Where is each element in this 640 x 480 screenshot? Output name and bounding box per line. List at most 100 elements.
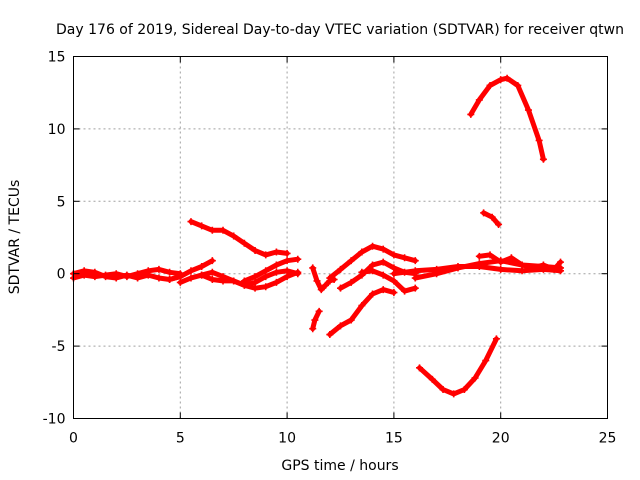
- data-point: [326, 274, 334, 282]
- data-point: [454, 264, 462, 272]
- data-point: [208, 257, 216, 265]
- data-point: [467, 110, 475, 118]
- y-tick-label: 15: [48, 50, 66, 66]
- data-point: [208, 275, 216, 283]
- data-point: [401, 254, 409, 262]
- data-point: [369, 267, 377, 275]
- series-rise-5: [166, 257, 216, 283]
- data-point: [535, 136, 543, 144]
- data-point: [416, 364, 424, 372]
- series-dip-13-16: [358, 267, 419, 295]
- data-point: [294, 255, 302, 263]
- data-point: [272, 261, 280, 269]
- data-point: [208, 226, 216, 234]
- data-point: [539, 155, 547, 163]
- data-point: [309, 264, 317, 272]
- series-seg-11-b: [309, 307, 323, 333]
- plot-frame: [73, 56, 608, 419]
- data-point: [390, 251, 398, 259]
- data-point: [315, 307, 323, 315]
- data-series: [70, 74, 565, 398]
- data-point: [524, 106, 532, 114]
- data-point: [475, 252, 483, 260]
- data-point: [176, 278, 184, 286]
- x-tick-label: 0: [69, 431, 78, 447]
- data-point: [347, 316, 355, 324]
- data-point: [497, 76, 505, 84]
- data-point: [539, 261, 547, 269]
- data-point: [557, 258, 565, 266]
- data-point: [240, 239, 248, 247]
- data-point: [166, 268, 174, 276]
- series-arc-6-10: [187, 218, 291, 259]
- y-tick-label: 0: [57, 267, 66, 283]
- data-point: [497, 265, 505, 273]
- data-point: [358, 268, 366, 276]
- data-point: [251, 284, 259, 292]
- data-point: [187, 218, 195, 226]
- data-point: [262, 267, 270, 275]
- data-point: [390, 270, 398, 278]
- data-point: [439, 386, 447, 394]
- data-point: [272, 268, 280, 276]
- data-point: [144, 271, 152, 279]
- data-point: [123, 271, 131, 279]
- data-point: [518, 261, 526, 269]
- data-point: [482, 357, 490, 365]
- data-point: [166, 275, 174, 283]
- x-axis-tick-labels: 0 5 10 15 20 25: [69, 431, 616, 447]
- series-arc-bottom: [416, 335, 500, 398]
- x-axis-label: GPS time / hours: [281, 458, 398, 474]
- data-point: [379, 271, 387, 279]
- data-point: [369, 290, 377, 298]
- data-point: [219, 277, 227, 285]
- x-tick-label: 20: [492, 431, 510, 447]
- x-tick-label: 15: [385, 431, 403, 447]
- data-point: [337, 265, 344, 273]
- data-point: [486, 251, 494, 259]
- data-point: [313, 277, 321, 285]
- y-tick-label: -10: [43, 412, 66, 428]
- data-point: [411, 267, 419, 275]
- series-trace: [199, 269, 301, 291]
- data-point: [208, 268, 216, 276]
- data-point: [337, 284, 344, 292]
- data-point: [326, 331, 334, 339]
- data-point: [411, 257, 419, 265]
- y-tick-label: 5: [57, 194, 66, 210]
- data-point: [390, 277, 398, 285]
- data-point: [294, 268, 302, 276]
- data-point: [272, 278, 280, 286]
- axis-ticks: [73, 56, 608, 419]
- data-point: [379, 245, 387, 253]
- data-point: [112, 274, 120, 282]
- x-tick-label: 25: [599, 431, 617, 447]
- y-tick-label: 10: [48, 122, 66, 138]
- data-point: [283, 249, 291, 257]
- y-axis-label: SDTVAR / TECUs: [7, 180, 23, 295]
- data-point: [187, 274, 195, 282]
- data-point: [219, 226, 227, 234]
- data-point: [401, 287, 409, 295]
- series-trace: [417, 336, 499, 397]
- x-tick-label: 5: [176, 431, 185, 447]
- data-point: [503, 74, 511, 82]
- data-point: [251, 273, 259, 281]
- data-point: [134, 274, 142, 282]
- data-point: [480, 209, 488, 217]
- data-point: [358, 302, 366, 310]
- series-hump-12-16: [326, 242, 419, 282]
- data-point: [411, 274, 419, 282]
- data-point: [507, 254, 515, 262]
- data-point: [198, 262, 206, 270]
- data-point: [187, 267, 195, 275]
- data-point: [230, 277, 238, 285]
- series-wiggle-19-23: [475, 251, 565, 273]
- data-point: [311, 316, 319, 324]
- data-point: [488, 213, 496, 221]
- x-tick-label: 10: [278, 431, 296, 447]
- data-point: [283, 273, 291, 281]
- data-point: [155, 265, 163, 273]
